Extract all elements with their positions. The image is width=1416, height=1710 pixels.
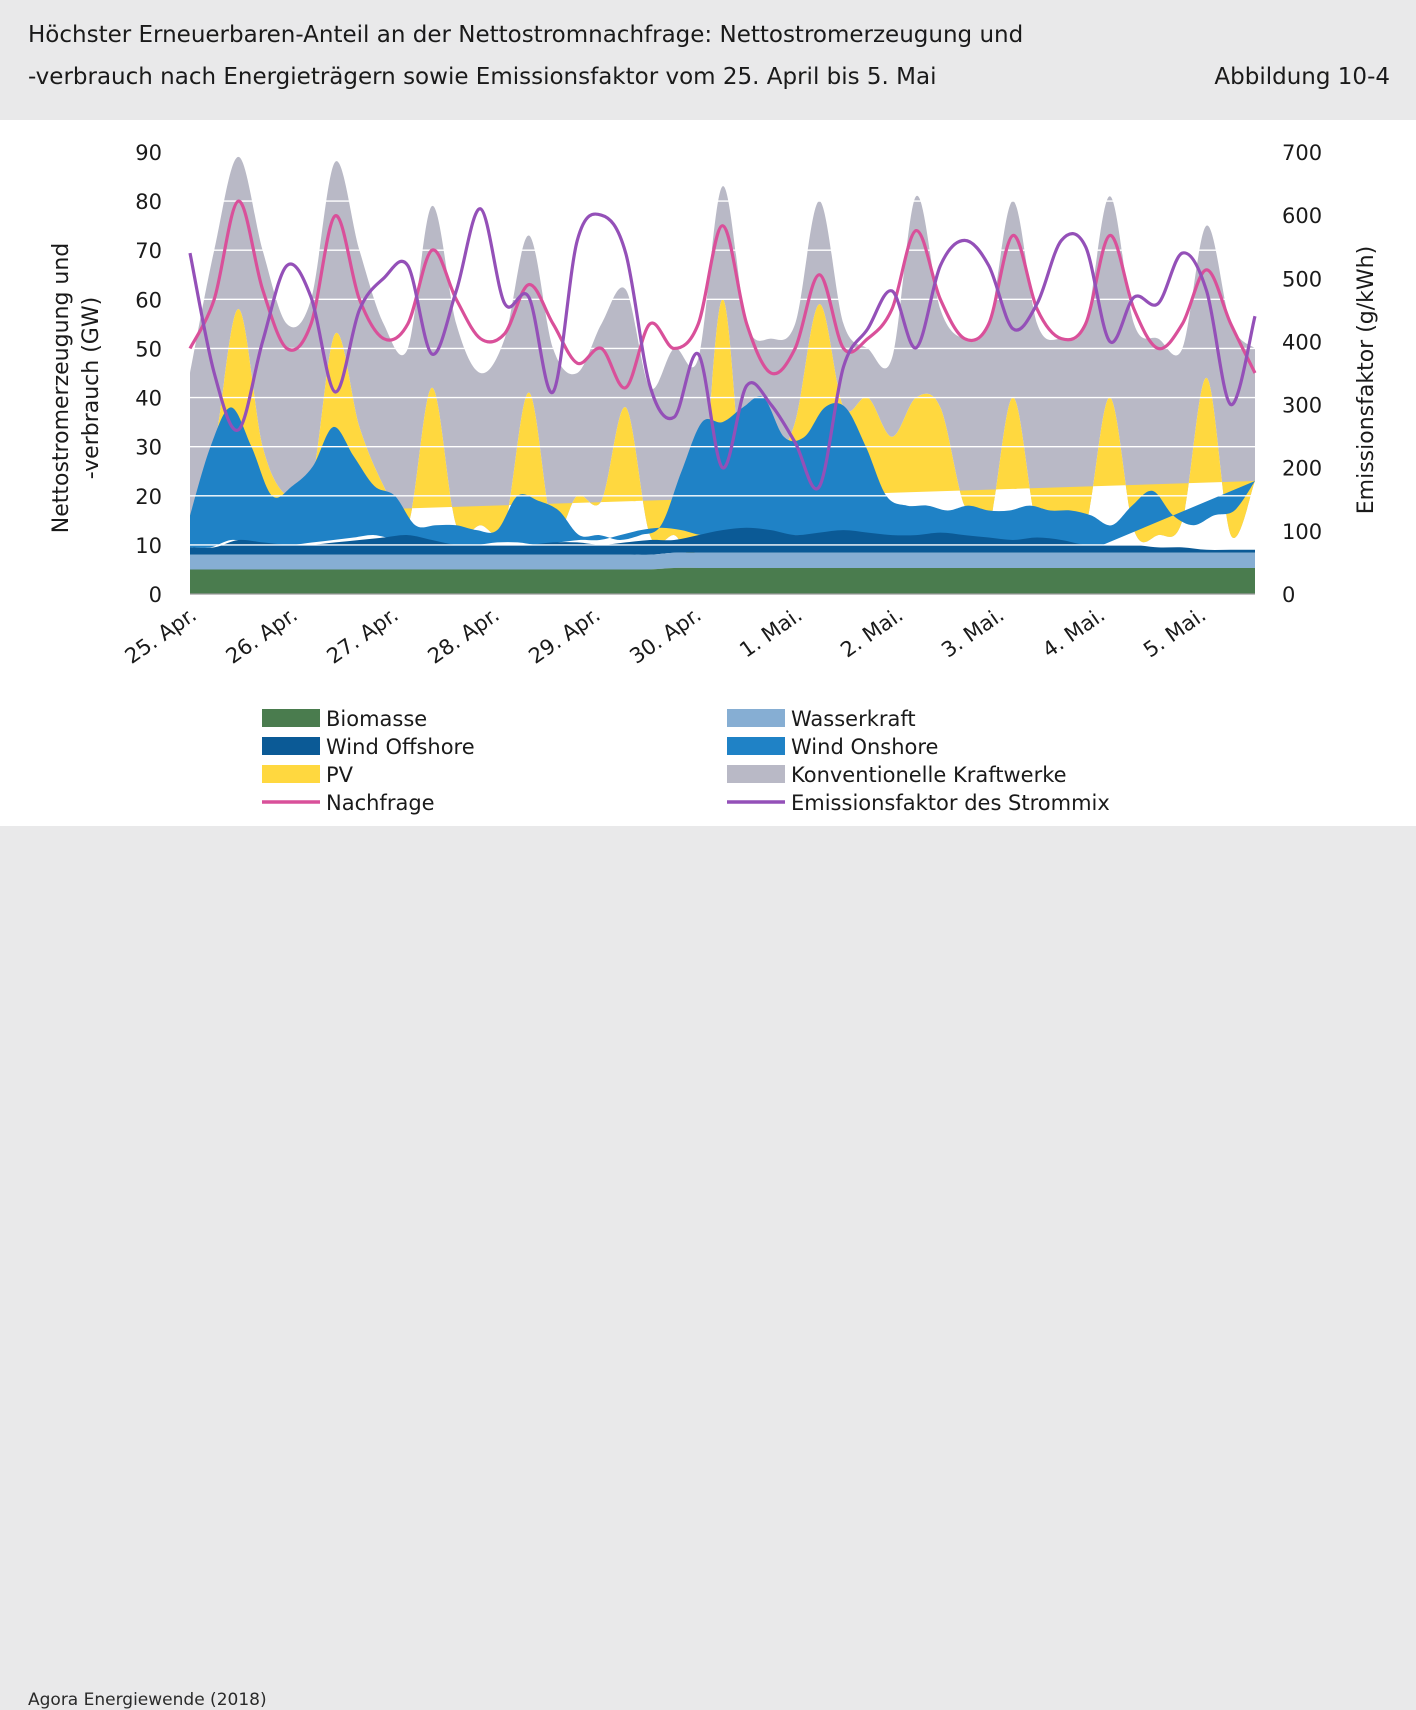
x-tick-label: 26. Apr. — [222, 602, 302, 668]
legend-label-konventionell: Konventionelle Kraftwerke — [791, 763, 1067, 787]
y-right-tick-label: 400 — [1282, 330, 1322, 354]
legend-label-wasserkraft: Wasserkraft — [791, 707, 916, 731]
chart-svg: 0 10 20 30 40 50 60 70 80 90 0 100 200 300 400 500 600 70… — [49, 141, 1379, 815]
x-tick-label: 29. Apr. — [524, 602, 604, 668]
legend-swatch-wasserkraft — [727, 709, 785, 727]
area-biomasse — [190, 567, 1255, 594]
legend-swatch-wind_offshore — [262, 737, 320, 755]
x-tick-label: 25. Apr. — [121, 602, 201, 668]
y-right-tick-label: 0 — [1282, 583, 1295, 607]
legend-label-pv: PV — [326, 763, 354, 787]
legend-label-biomasse: Biomasse — [326, 707, 427, 731]
y-right-tick-label: 500 — [1282, 267, 1322, 291]
x-tick-label: 28. Apr. — [423, 602, 503, 668]
area-wasserkraft — [190, 552, 1255, 570]
y-right-axis-title: Emissionsfaktor (g/kWh) — [1354, 246, 1379, 514]
chart-title-line-2: -verbrauch nach Energieträgern sowie Emi… — [28, 64, 937, 90]
legend-label-emission: Emissionsfaktor des Strommix — [791, 791, 1110, 815]
y-right-tick-label: 600 — [1282, 204, 1322, 228]
source-note: Agora Energiewende (2018) — [28, 1690, 267, 1710]
area-wind-onshore — [190, 396, 1255, 550]
legend-label-wind_offshore: Wind Offshore — [326, 735, 475, 759]
area-wind-offshore — [190, 527, 1255, 555]
y-right-tick-label: 300 — [1282, 394, 1322, 418]
y-right-tick-label: 200 — [1282, 457, 1322, 481]
y-right-tick-label: 100 — [1282, 520, 1322, 544]
y-left-tick-label: 20 — [135, 485, 162, 509]
x-tick-label: 3. Mai. — [937, 602, 1008, 662]
y-left-tick-label: 70 — [135, 239, 162, 263]
y-left-axis-title-line-1: Nettostromerzeugung und — [49, 243, 74, 534]
x-tick-label: 5. Mai. — [1139, 602, 1210, 662]
x-tick-label: 2. Mai. — [836, 602, 907, 662]
header: Höchster Erneuerbaren-Anteil an der Nett… — [0, 0, 1416, 116]
line-nachfrage — [188, 199, 1257, 390]
legend-swatch-konventionell — [727, 765, 785, 783]
y-left-tick-label: 0 — [149, 583, 162, 607]
chart-title-line-1: Höchster Erneuerbaren-Anteil an der Nett… — [28, 22, 1024, 48]
legend-label-wind_onshore: Wind Onshore — [791, 735, 938, 759]
y-right-tick-label: 700 — [1282, 141, 1322, 165]
x-tick-label: 30. Apr. — [625, 602, 705, 668]
footer: Agora Energiewende (2018) — [0, 830, 1416, 1710]
x-tick-label: 1. Mai. — [735, 602, 806, 662]
y-left-tick-label: 40 — [135, 387, 162, 411]
y-left-axis-title-line-2: -verbrauch (GW) — [79, 297, 104, 479]
y-left-tick-label: 90 — [135, 141, 162, 165]
legend-label-nachfrage: Nachfrage — [326, 791, 435, 815]
legend-swatch-pv — [262, 765, 320, 783]
y-left-tick-label: 60 — [135, 288, 162, 312]
x-tick-label: 4. Mai. — [1038, 602, 1109, 662]
legend-swatch-biomasse — [262, 709, 320, 727]
y-left-tick-label: 50 — [135, 337, 162, 361]
y-left-tick-label: 30 — [135, 436, 162, 460]
legend-swatch-wind_onshore — [727, 737, 785, 755]
figure-number: Abbildung 10-4 — [1214, 64, 1390, 90]
x-tick-label: 27. Apr. — [323, 602, 403, 668]
y-left-tick-label: 80 — [135, 190, 162, 214]
area-konventionelle-kraftwerke — [190, 156, 1255, 557]
y-left-tick-label: 10 — [135, 534, 162, 558]
line-emissionsfaktor — [188, 207, 1257, 491]
